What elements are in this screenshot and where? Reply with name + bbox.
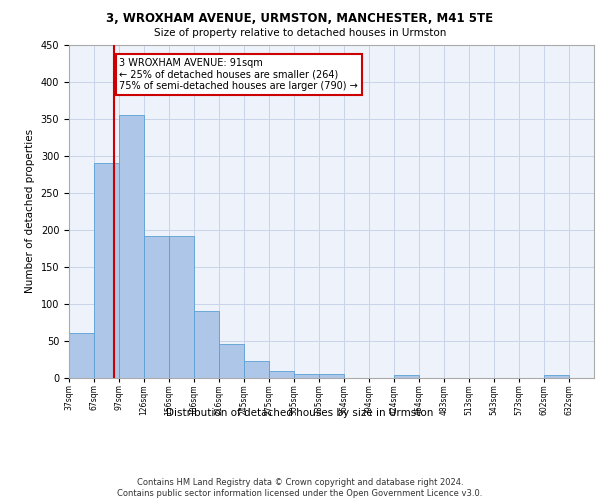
Bar <box>194 311 220 378</box>
Bar <box>269 371 294 378</box>
Text: Size of property relative to detached houses in Urmston: Size of property relative to detached ho… <box>154 28 446 38</box>
Bar <box>294 374 319 378</box>
Bar <box>94 163 119 378</box>
Bar <box>169 236 194 378</box>
Bar <box>394 374 419 378</box>
Bar <box>144 236 169 378</box>
Text: 3, WROXHAM AVENUE, URMSTON, MANCHESTER, M41 5TE: 3, WROXHAM AVENUE, URMSTON, MANCHESTER, … <box>106 12 494 26</box>
Text: Contains HM Land Registry data © Crown copyright and database right 2024.
Contai: Contains HM Land Registry data © Crown c… <box>118 478 482 498</box>
Bar <box>119 115 144 378</box>
Bar <box>244 361 269 378</box>
Bar <box>319 374 344 378</box>
Bar <box>69 333 94 378</box>
Bar <box>544 374 569 378</box>
Text: Distribution of detached houses by size in Urmston: Distribution of detached houses by size … <box>166 408 434 418</box>
Bar <box>220 344 244 378</box>
Text: 3 WROXHAM AVENUE: 91sqm
← 25% of detached houses are smaller (264)
75% of semi-d: 3 WROXHAM AVENUE: 91sqm ← 25% of detache… <box>119 58 358 92</box>
Y-axis label: Number of detached properties: Number of detached properties <box>25 129 35 294</box>
